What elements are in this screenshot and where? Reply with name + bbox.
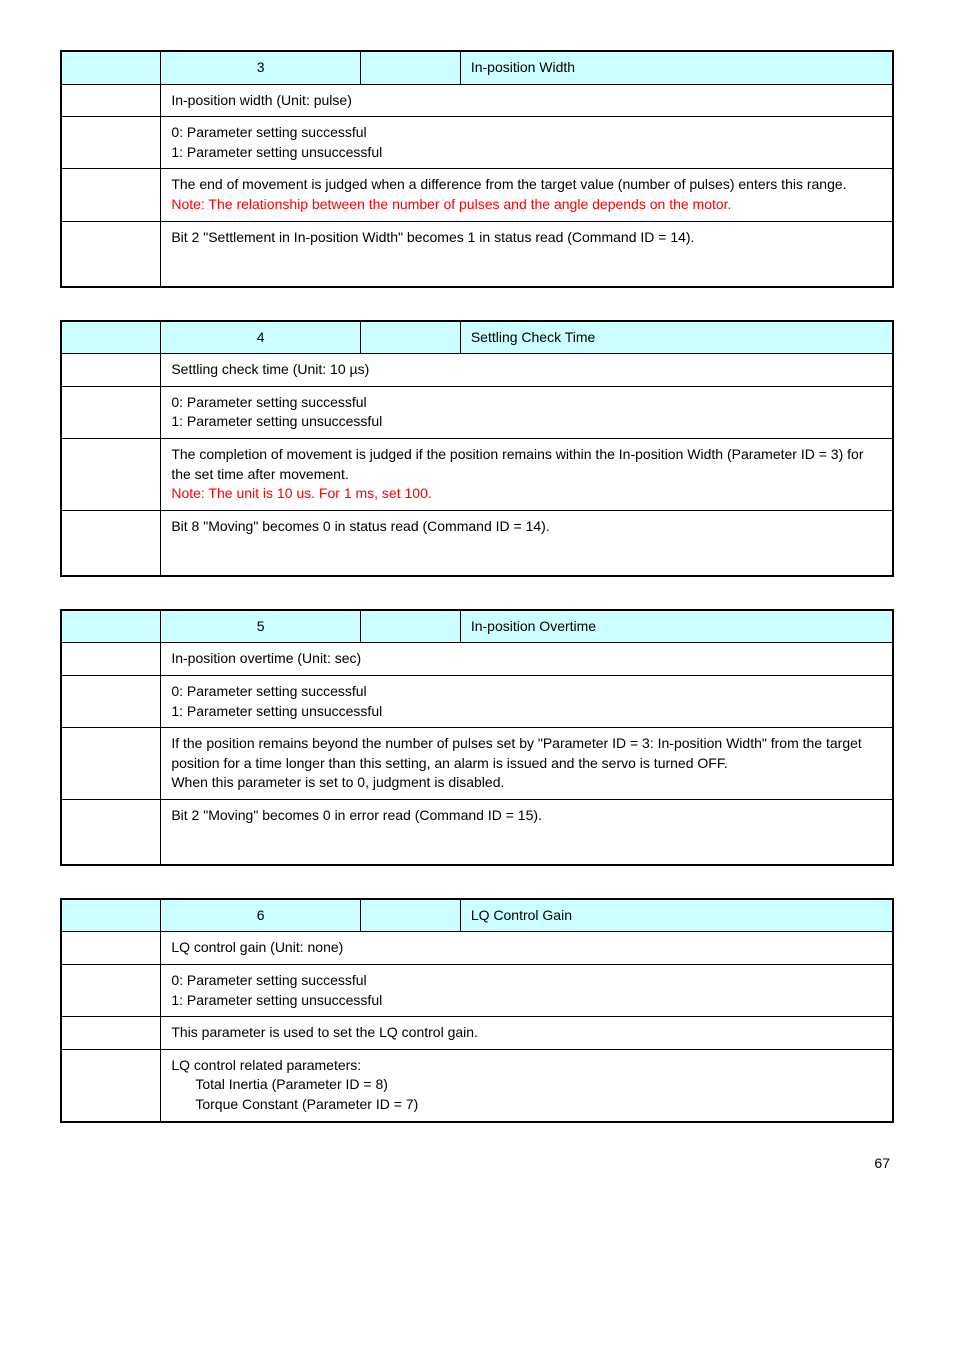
row-label-cell (61, 728, 161, 800)
parameter-name-cell: In-position Width (460, 51, 893, 84)
table-row: In-position overtime (Unit: sec) (61, 643, 893, 676)
table-row: Settling check time (Unit: 10 µs) (61, 354, 893, 387)
row-content-cell: Bit 2 "Settlement in In-position Width" … (161, 221, 893, 287)
table-row: The end of movement is judged when a dif… (61, 169, 893, 221)
row-content-cell: LQ control related parameters:Total Iner… (161, 1049, 893, 1121)
row-label-cell (61, 510, 161, 576)
table-row: 0: Parameter setting successful1: Parame… (61, 965, 893, 1017)
note-text: Note: The unit is 10 us. For 1 ms, set 1… (171, 485, 431, 501)
parameter-id-cell: 3 (161, 51, 361, 84)
table-row: LQ control gain (Unit: none) (61, 932, 893, 965)
table-row: LQ control related parameters:Total Iner… (61, 1049, 893, 1121)
row-content-cell: 0: Parameter setting successful1: Parame… (161, 117, 893, 169)
table-header-row: 5 In-position Overtime (61, 610, 893, 643)
row-label-cell (61, 799, 161, 865)
row-content-cell: 0: Parameter setting successful1: Parame… (161, 386, 893, 438)
table-row: The completion of movement is judged if … (61, 438, 893, 510)
table-row: Bit 8 "Moving" becomes 0 in status read … (61, 510, 893, 576)
header-label-cell (61, 321, 161, 354)
note-text: Note: The relationship between the numbe… (171, 196, 731, 212)
row-content-cell: Bit 8 "Moving" becomes 0 in status read … (161, 510, 893, 576)
row-label-cell (61, 675, 161, 727)
row-label-cell (61, 1017, 161, 1050)
body-text: The end of movement is judged when a dif… (171, 176, 846, 192)
parameter-name-cell: Settling Check Time (460, 321, 893, 354)
row-label-cell (61, 438, 161, 510)
header-label-cell (61, 610, 161, 643)
row-content-cell: The end of movement is judged when a dif… (161, 169, 893, 221)
parameter-id-cell: 4 (161, 321, 361, 354)
page-number: 67 (60, 1155, 894, 1171)
row-content-cell: LQ control gain (Unit: none) (161, 932, 893, 965)
row-content-cell: 0: Parameter setting successful1: Parame… (161, 675, 893, 727)
parameter-id-cell: 5 (161, 610, 361, 643)
table-header-row: 4 Settling Check Time (61, 321, 893, 354)
table-row: This parameter is used to set the LQ con… (61, 1017, 893, 1050)
row-label-cell (61, 1049, 161, 1121)
table-row: Bit 2 "Moving" becomes 0 in error read (… (61, 799, 893, 865)
row-content-cell: Bit 2 "Moving" becomes 0 in error read (… (161, 799, 893, 865)
row-content-cell: The completion of movement is judged if … (161, 438, 893, 510)
row-label-cell (61, 169, 161, 221)
row-label-cell (61, 354, 161, 387)
header-label-cell (61, 899, 161, 932)
table-row: 0: Parameter setting successful1: Parame… (61, 386, 893, 438)
parameter-table: 6 LQ Control GainLQ control gain (Unit: n… (60, 898, 894, 1123)
table-row: If the position remains beyond the numbe… (61, 728, 893, 800)
header-spacer-cell (361, 51, 461, 84)
row-content-cell: If the position remains beyond the numbe… (161, 728, 893, 800)
body-text: The completion of movement is judged if … (171, 446, 863, 482)
table-header-row: 6 LQ Control Gain (61, 899, 893, 932)
row-label-cell (61, 221, 161, 287)
row-label-cell (61, 643, 161, 676)
table-row: 0: Parameter setting successful1: Parame… (61, 117, 893, 169)
row-label-cell (61, 932, 161, 965)
table-row: 0: Parameter setting successful1: Parame… (61, 675, 893, 727)
table-row: In-position width (Unit: pulse) (61, 84, 893, 117)
row-label-cell (61, 965, 161, 1017)
indented-line: Total Inertia (Parameter ID = 8) (171, 1075, 388, 1095)
row-label-cell (61, 84, 161, 117)
row-content-cell: In-position overtime (Unit: sec) (161, 643, 893, 676)
table-row: Bit 2 "Settlement in In-position Width" … (61, 221, 893, 287)
header-spacer-cell (361, 321, 461, 354)
row-label-cell (61, 386, 161, 438)
table-header-row: 3 In-position Width (61, 51, 893, 84)
parameter-table: 3 In-position WidthIn-position width (Uni… (60, 50, 894, 288)
parameter-name-cell: LQ Control Gain (460, 899, 893, 932)
parameter-table: 5 In-position OvertimeIn-position overtim… (60, 609, 894, 866)
row-content-cell: This parameter is used to set the LQ con… (161, 1017, 893, 1050)
parameter-id-cell: 6 (161, 899, 361, 932)
row-content-cell: Settling check time (Unit: 10 µs) (161, 354, 893, 387)
header-spacer-cell (361, 899, 461, 932)
indented-line: Torque Constant (Parameter ID = 7) (171, 1095, 418, 1115)
parameter-name-cell: In-position Overtime (460, 610, 893, 643)
row-content-cell: 0: Parameter setting successful1: Parame… (161, 965, 893, 1017)
header-spacer-cell (361, 610, 461, 643)
parameter-table: 4 Settling Check TimeSettling check time … (60, 320, 894, 577)
header-label-cell (61, 51, 161, 84)
row-label-cell (61, 117, 161, 169)
row-content-cell: In-position width (Unit: pulse) (161, 84, 893, 117)
